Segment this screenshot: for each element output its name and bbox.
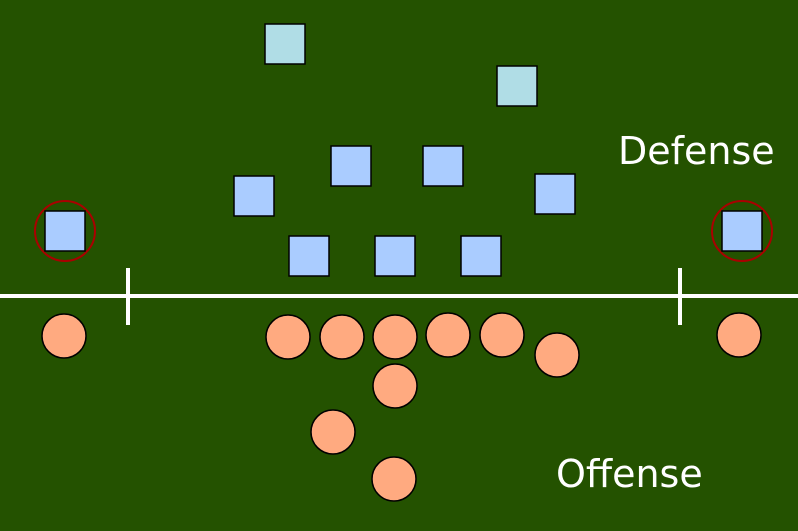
defender — [288, 235, 330, 277]
defender — [330, 145, 372, 187]
offensive-player — [534, 332, 580, 378]
offensive-player — [425, 312, 471, 358]
defender — [460, 235, 502, 277]
offensive-player — [310, 409, 356, 455]
offensive-player — [372, 363, 418, 409]
offensive-player — [372, 314, 418, 360]
defender — [534, 173, 576, 215]
defender — [44, 210, 86, 252]
offense-label: Offense — [556, 452, 703, 496]
right-highlight-ring — [711, 200, 773, 262]
offensive-player — [716, 312, 762, 358]
defender — [374, 235, 416, 277]
defender — [721, 210, 763, 252]
deep-defender — [496, 65, 538, 107]
offensive-player — [41, 313, 87, 359]
offensive-player — [479, 312, 525, 358]
offensive-player — [265, 314, 311, 360]
defender — [233, 175, 275, 217]
left-highlight-ring — [34, 200, 96, 262]
defender — [422, 145, 464, 187]
offensive-player — [319, 314, 365, 360]
defense-label: Defense — [618, 129, 775, 173]
deep-defender — [264, 23, 306, 65]
offensive-player — [371, 456, 417, 502]
